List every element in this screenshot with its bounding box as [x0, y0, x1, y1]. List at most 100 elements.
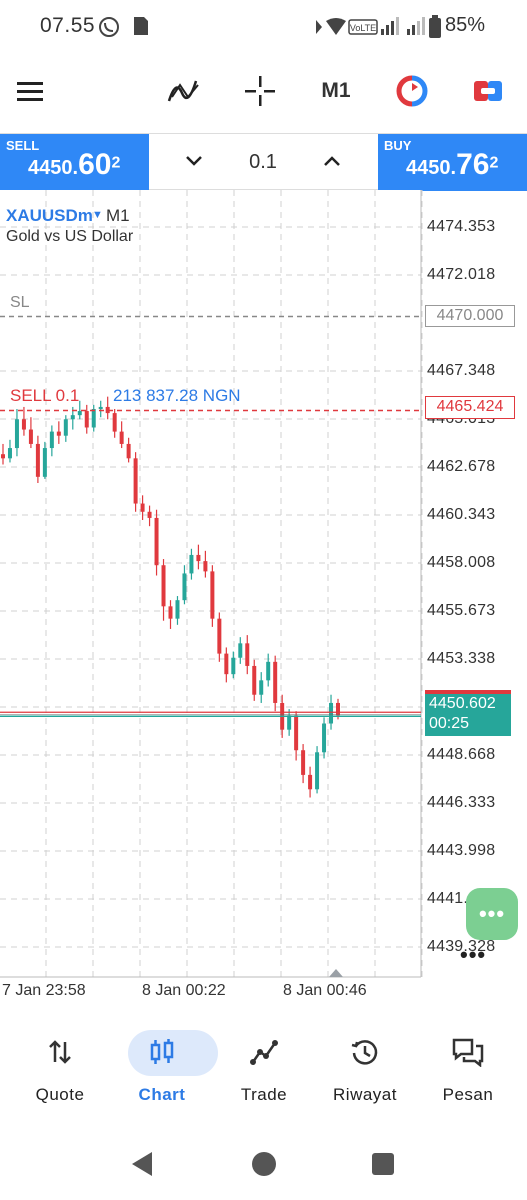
symbol-dropdown-icon[interactable]: ▼: [92, 209, 103, 221]
bar-countdown: 00:25: [429, 715, 470, 732]
price-tick-label: 4443.998: [427, 842, 496, 859]
lot-increase-button[interactable]: [317, 146, 347, 176]
candle-body: [315, 752, 320, 790]
crosshair-button[interactable]: [236, 68, 284, 114]
one-click-trading-icon: [396, 75, 428, 107]
chat-fab-button[interactable]: •••: [466, 888, 518, 940]
system-navigation: [0, 1138, 527, 1200]
price-tick-label: 4467.348: [427, 362, 496, 379]
chart-candles: [1, 396, 340, 798]
position-label[interactable]: SELL 0.1: [10, 386, 80, 405]
nav-trade-label: Trade: [240, 1085, 288, 1104]
trade-line-icon: [244, 1032, 284, 1072]
more-dots-icon: •••: [460, 942, 487, 967]
scroll-to-end-icon[interactable]: [328, 968, 344, 978]
position-profit: 213 837.28 NGN: [113, 386, 241, 405]
current-price: 4450.602: [429, 695, 496, 712]
candle-body: [182, 573, 187, 601]
candle-body: [98, 406, 103, 409]
quote-arrows-icon: [40, 1032, 80, 1072]
price-tick-label: 4460.343: [427, 506, 496, 523]
messages-icon: [448, 1032, 488, 1072]
candle-body: [70, 415, 75, 420]
status-time: 07.55: [40, 14, 96, 37]
price-tick-label: 4453.338: [427, 650, 496, 667]
indicators-button[interactable]: [160, 68, 208, 114]
buy-price-sup: 2: [489, 154, 499, 172]
buy-button[interactable]: BUY 4450.762: [378, 134, 527, 191]
menu-button[interactable]: [6, 68, 54, 114]
sell-button[interactable]: SELL 4450.602: [0, 134, 149, 191]
position-price: 4465.424: [425, 396, 515, 419]
sell-price: 4450.602: [28, 148, 120, 182]
candle-body: [273, 661, 278, 703]
candle-body: [28, 429, 33, 444]
chart-toolbar: M1: [0, 60, 527, 122]
chart-description: Gold vs US Dollar: [6, 228, 134, 245]
candle-body: [77, 411, 82, 416]
nav-messages[interactable]: Pesan: [418, 1024, 518, 1124]
sell-price-big: 60: [78, 148, 112, 181]
candle-body: [266, 661, 271, 681]
chevron-up-icon: [324, 156, 340, 166]
lot-selector: 0.1: [149, 134, 377, 191]
history-icon: [345, 1032, 385, 1072]
whatsapp-icon: [99, 17, 119, 37]
nav-history[interactable]: Riwayat: [315, 1024, 415, 1124]
back-icon[interactable]: [128, 1150, 156, 1178]
chart-symbol[interactable]: XAUUSDm: [6, 206, 93, 225]
candle-body: [294, 715, 299, 751]
candle-body: [1, 454, 5, 459]
nav-chart[interactable]: Chart: [112, 1024, 218, 1124]
buy-price-big: 76: [456, 148, 490, 181]
candle-body: [301, 750, 306, 775]
lot-value[interactable]: 0.1: [249, 151, 277, 173]
candle-body: [203, 561, 208, 572]
candle-body: [287, 715, 292, 730]
sim-card-icon: [134, 17, 148, 35]
candle-body: [189, 554, 194, 574]
candle-body: [91, 408, 96, 428]
price-chart[interactable]: [0, 0, 527, 1010]
nav-trade[interactable]: Trade: [214, 1024, 314, 1124]
candle-body: [196, 554, 201, 562]
volte-icon: VoLTE: [348, 19, 378, 35]
timeframe-button[interactable]: M1: [321, 79, 351, 102]
candle-body: [14, 419, 19, 449]
nav-quote[interactable]: Quote: [10, 1024, 110, 1124]
candle-body: [336, 702, 340, 716]
nav-history-label: Riwayat: [333, 1085, 397, 1104]
lot-decrease-button[interactable]: [179, 146, 209, 176]
home-icon[interactable]: [250, 1150, 278, 1178]
candle-body: [217, 618, 222, 654]
nav-chart-label: Chart: [138, 1085, 186, 1104]
current-price-tag: 4450.602 00:25: [425, 690, 511, 736]
candle-body: [126, 443, 131, 459]
chart-timeframe: M1: [106, 206, 130, 225]
price-tick-label: 4455.673: [427, 602, 496, 619]
candle-body: [119, 431, 124, 444]
more-options-button[interactable]: •••: [460, 942, 486, 968]
recents-icon[interactable]: [371, 1152, 395, 1176]
price-tick-label: 4439.328: [427, 938, 496, 955]
buy-price-main: 4450.: [406, 157, 457, 179]
candle-body: [56, 431, 61, 436]
battery-percent: 85%: [444, 14, 485, 36]
time-tick-label: 8 Jan 00:22: [142, 982, 226, 999]
candle-body: [210, 571, 215, 619]
candle-body: [238, 643, 243, 658]
new-order-button[interactable]: [464, 68, 512, 114]
price-tick-label: 4448.668: [427, 746, 496, 763]
indicators-icon: [167, 80, 199, 102]
price-tick-label: 4458.008: [427, 554, 496, 571]
candle-body: [322, 723, 327, 753]
sell-price-main: 4450.: [28, 157, 79, 179]
candle-body: [252, 665, 257, 695]
candle-body: [84, 411, 89, 428]
chat-dots-icon: •••: [478, 901, 506, 926]
stop-loss-price[interactable]: 4470.000: [425, 305, 515, 327]
candle-body: [112, 413, 117, 432]
bottom-navigation: Quote Chart Trade Riwayat Pesan: [0, 1024, 527, 1124]
one-click-trading-button[interactable]: [388, 68, 436, 114]
